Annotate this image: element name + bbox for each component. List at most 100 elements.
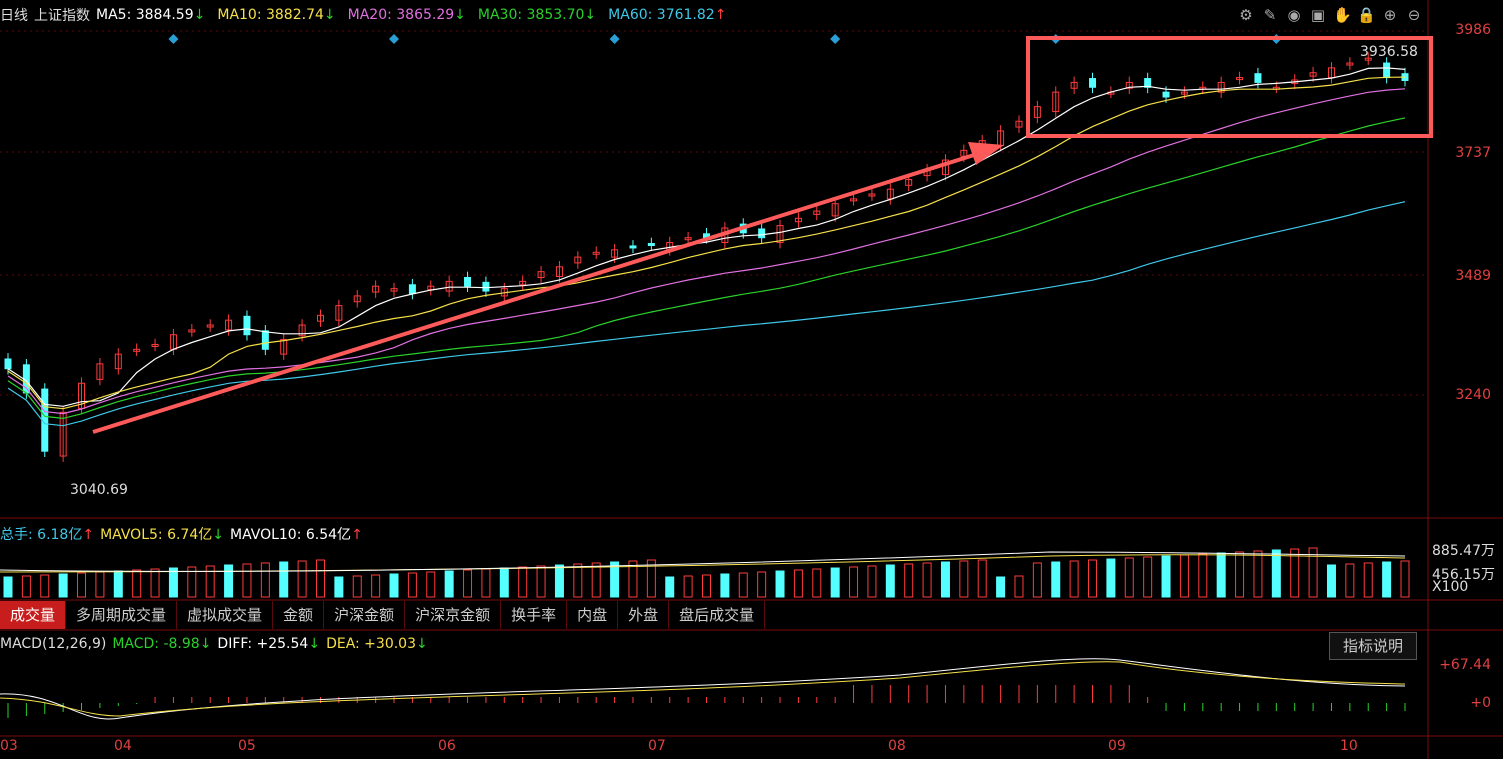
ma-line <box>7 76 1406 410</box>
price-axis-label: 3986 <box>1455 22 1491 38</box>
period-label[interactable]: 日线 <box>0 8 28 24</box>
volume-bar <box>1216 552 1226 598</box>
month-label: 09 <box>1108 738 1126 754</box>
macd-value: DIFF: +25.54↓ <box>217 636 321 652</box>
macd-axis-label: +0 <box>1470 695 1491 711</box>
candle-body <box>1236 77 1244 81</box>
volume-bar <box>407 572 417 598</box>
zoom-in-icon[interactable]: ⊕ <box>1383 6 1397 24</box>
price-axis-label: 3737 <box>1455 145 1491 161</box>
hand-icon[interactable]: ✋ <box>1333 6 1352 24</box>
candle-body <box>298 324 306 337</box>
pen-icon[interactable]: ✎ <box>1263 6 1277 24</box>
month-label: 03 <box>0 738 18 754</box>
ma-line <box>7 88 1406 415</box>
volume-bar <box>720 573 730 598</box>
volume-bar <box>1088 559 1098 598</box>
tab-8[interactable]: 外盘 <box>618 601 670 629</box>
volume-bar <box>904 563 914 598</box>
month-label: 08 <box>888 738 906 754</box>
candle-body <box>464 276 472 287</box>
candle-body <box>133 348 141 352</box>
briefcase-icon[interactable]: ▣ <box>1310 6 1326 24</box>
candle-body <box>647 243 655 247</box>
volume-bar <box>481 568 491 598</box>
signal-marker <box>609 34 620 44</box>
indicator-tabs: 成交量 多周期成交量 虚拟成交量 金额 沪深金额 沪深京金额 换手率 内盘 外盘 盘后成交量 <box>0 601 766 629</box>
candle-body <box>482 281 490 292</box>
ma-value: MA30: 3853.70↓ <box>477 7 597 23</box>
volume-bar <box>1106 558 1116 598</box>
price-axis-label: 3489 <box>1455 268 1491 284</box>
volume-bar <box>113 570 123 598</box>
candle-body <box>776 225 784 244</box>
volume-bar <box>77 572 87 598</box>
trend-arrow-icon: ↓ <box>212 527 224 543</box>
ma-value: MA10: 3882.74↓ <box>217 7 336 23</box>
month-label: 10 <box>1340 738 1358 754</box>
volume-bar <box>977 559 987 598</box>
tab-7[interactable]: 内盘 <box>567 601 619 629</box>
volume-bar <box>738 572 748 598</box>
candle-body <box>868 193 876 197</box>
indicator-help-button[interactable]: 指标说明 <box>1329 632 1417 660</box>
candle-body <box>96 363 104 380</box>
tab-9[interactable]: 盘后成交量 <box>669 601 766 629</box>
candle-body <box>611 249 619 258</box>
tab-0[interactable]: 成交量 <box>0 601 67 629</box>
volume-bar <box>830 567 840 598</box>
high-price-label: 3936.58 <box>1360 44 1418 60</box>
volume-bar <box>1143 556 1153 598</box>
volume-bar <box>591 562 601 598</box>
month-label: 04 <box>114 738 132 754</box>
volume-bar <box>499 567 509 598</box>
volume-header: 总手: 6.18亿↑ MAVOL5: 6.74亿↓ MAVOL10: 6.54亿↑ <box>0 523 369 545</box>
trend-arrow-icon: ↑ <box>714 7 727 23</box>
volume-bar <box>1032 562 1042 598</box>
tab-3[interactable]: 金额 <box>273 601 325 629</box>
volume-bar <box>40 574 50 598</box>
tab-6[interactable]: 换手率 <box>501 601 568 629</box>
volume-bar <box>297 560 307 598</box>
candle-body <box>1052 91 1060 113</box>
candle-body <box>188 329 196 333</box>
volume-bar <box>279 561 289 598</box>
volume-bar <box>1290 548 1300 598</box>
tab-5[interactable]: 沪深京金额 <box>405 601 502 629</box>
volume-bar <box>518 566 528 598</box>
diff-line <box>0 658 1406 720</box>
volume-bar <box>426 571 436 598</box>
price-axis-label: 3240 <box>1455 387 1491 403</box>
volume-bar <box>702 574 711 598</box>
volume-bar <box>1363 562 1373 598</box>
volume-bar <box>849 566 859 598</box>
volume-bar <box>150 568 160 598</box>
tab-2[interactable]: 虚拟成交量 <box>177 601 274 629</box>
volume-bar <box>1308 547 1318 598</box>
volume-bar <box>1198 553 1208 598</box>
volume-bar <box>260 562 270 598</box>
trend-arrow-icon: ↓ <box>193 7 206 23</box>
candle-body <box>1125 81 1133 89</box>
volume-value: MAVOL5: 6.74亿↓ <box>100 527 224 543</box>
eye-icon[interactable]: ◉ <box>1287 6 1301 24</box>
volume-bar <box>1069 560 1079 598</box>
trend-arrow-icon: ↓ <box>454 7 466 23</box>
volume-value: 总手: 6.18亿↑ <box>0 527 95 543</box>
ma-line <box>7 201 1406 427</box>
settings-icon[interactable]: ⚙ <box>1239 6 1253 24</box>
ma-line <box>7 67 1406 407</box>
candle-body <box>114 353 122 370</box>
zoom-out-icon[interactable]: ⊖ <box>1407 6 1421 24</box>
tab-1[interactable]: 多周期成交量 <box>66 601 178 629</box>
lock-icon[interactable]: 🔒 <box>1357 6 1376 24</box>
volume-bar <box>95 571 105 598</box>
volume-bar <box>58 573 68 598</box>
trend-arrow-icon: ↓ <box>323 7 336 23</box>
volume-bar <box>1014 575 1024 598</box>
tab-4[interactable]: 沪深金额 <box>324 601 406 629</box>
volume-bar <box>536 565 546 598</box>
macd-header: MACD(12,26,9) MACD: -8.98↓ DIFF: +25.54↓ DE… <box>0 633 434 655</box>
volume-bar <box>812 568 822 598</box>
volume-bar <box>334 576 344 598</box>
